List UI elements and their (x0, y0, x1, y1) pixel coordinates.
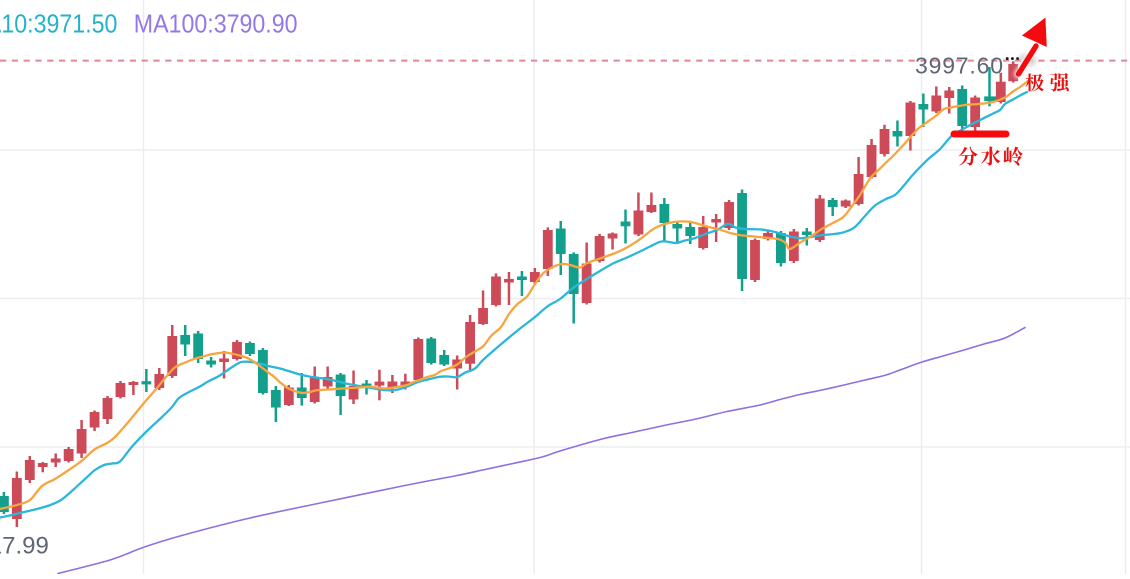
svg-text:3997.60: 3997.60 (915, 52, 1003, 78)
svg-text:MA10:3971.50: MA10:3971.50 (0, 11, 117, 39)
svg-text:MA100:3790.90: MA100:3790.90 (134, 11, 298, 39)
svg-text:3717.99: 3717.99 (0, 533, 49, 560)
